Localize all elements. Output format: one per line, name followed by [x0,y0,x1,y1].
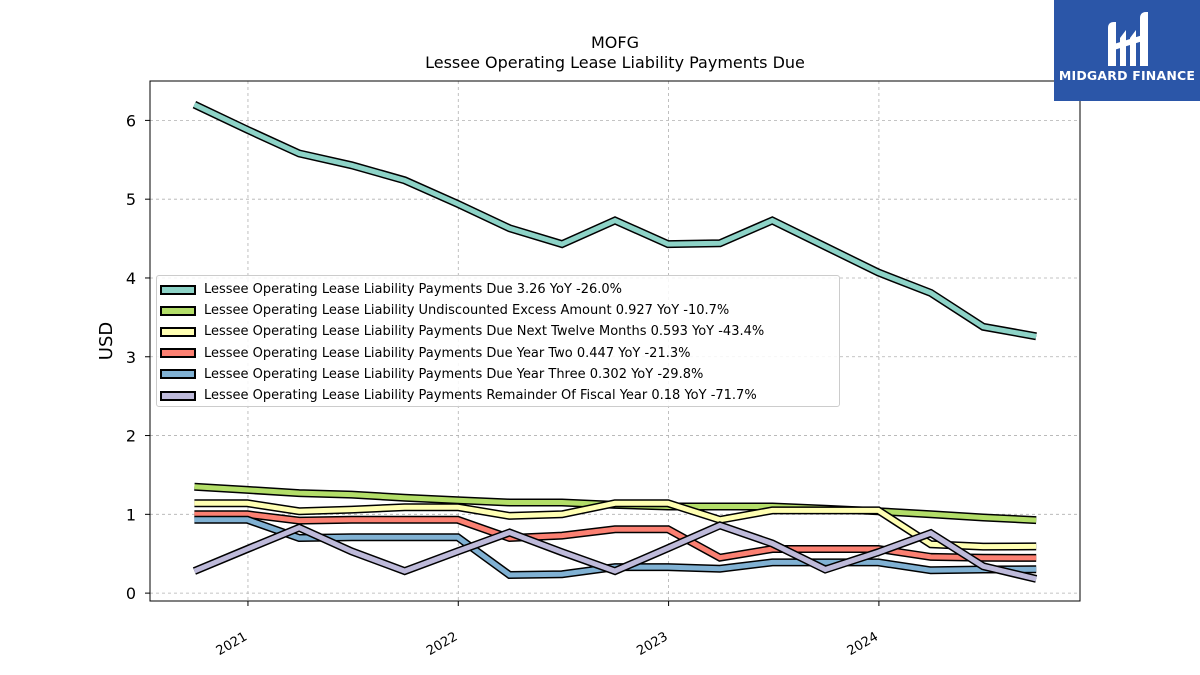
plot-frame [149,80,1081,602]
legend-label: Lessee Operating Lease Liability Payment… [204,366,704,382]
legend-label: Lessee Operating Lease Liability Payment… [204,388,757,404]
y-tick-label: 2 [126,427,136,446]
legend-swatch [160,390,196,401]
y-tick-label: 1 [126,505,136,524]
series-line [194,511,1037,561]
series-line [193,522,1037,582]
y-tick-label: 3 [126,348,136,367]
legend-label: Lessee Operating Lease Liability Payment… [204,324,765,340]
legend-swatch [160,326,196,337]
legend-item: Lessee Operating Lease Liability Payment… [157,279,839,300]
series-5 [192,521,1038,583]
legend-item: Lessee Operating Lease Liability Payment… [157,321,839,342]
y-tick-label: 0 [126,584,136,603]
y-tick-label: 5 [126,190,136,209]
legend-item: Lessee Operating Lease Liability Payment… [157,385,839,406]
x-tick-label: 2023 [634,629,670,659]
legend-item: Lessee Operating Lease Liability Undisco… [157,300,839,321]
series-line [193,102,1037,339]
legend-swatch [160,369,196,380]
legend-item: Lessee Operating Lease Liability Payment… [157,364,839,385]
x-tick-label: 2021 [214,629,250,659]
y-tick-label: 4 [126,269,136,288]
legend-swatch [160,284,196,295]
x-tick-label: 2022 [424,629,460,659]
chart-title-ticker: MOFG [591,33,639,52]
legend-swatch [160,348,196,359]
series-3 [194,510,1037,562]
logo-text: MIDGARD FINANCE [1058,68,1196,83]
series-0 [192,100,1037,341]
legend-label: Lessee Operating Lease Liability Payment… [204,345,691,361]
chart-legend: Lessee Operating Lease Liability Payment… [156,275,840,407]
legend-label: Lessee Operating Lease Liability Undisco… [204,303,730,319]
midgard-finance-logo: MIDGARD FINANCE [1054,0,1200,101]
legend-label: Lessee Operating Lease Liability Payment… [204,282,623,298]
chart-title: Lessee Operating Lease Liability Payment… [425,53,805,72]
series-line [194,500,1037,550]
series-2 [194,499,1037,551]
legend-item: Lessee Operating Lease Liability Payment… [157,343,839,364]
midgard-logo-mark-icon [1108,12,1148,66]
series-lines [192,100,1038,583]
y-axis-label: USD [96,322,117,360]
x-tick-label: 2024 [845,629,881,659]
y-tick-label: 6 [126,111,136,130]
legend-swatch [160,305,196,316]
